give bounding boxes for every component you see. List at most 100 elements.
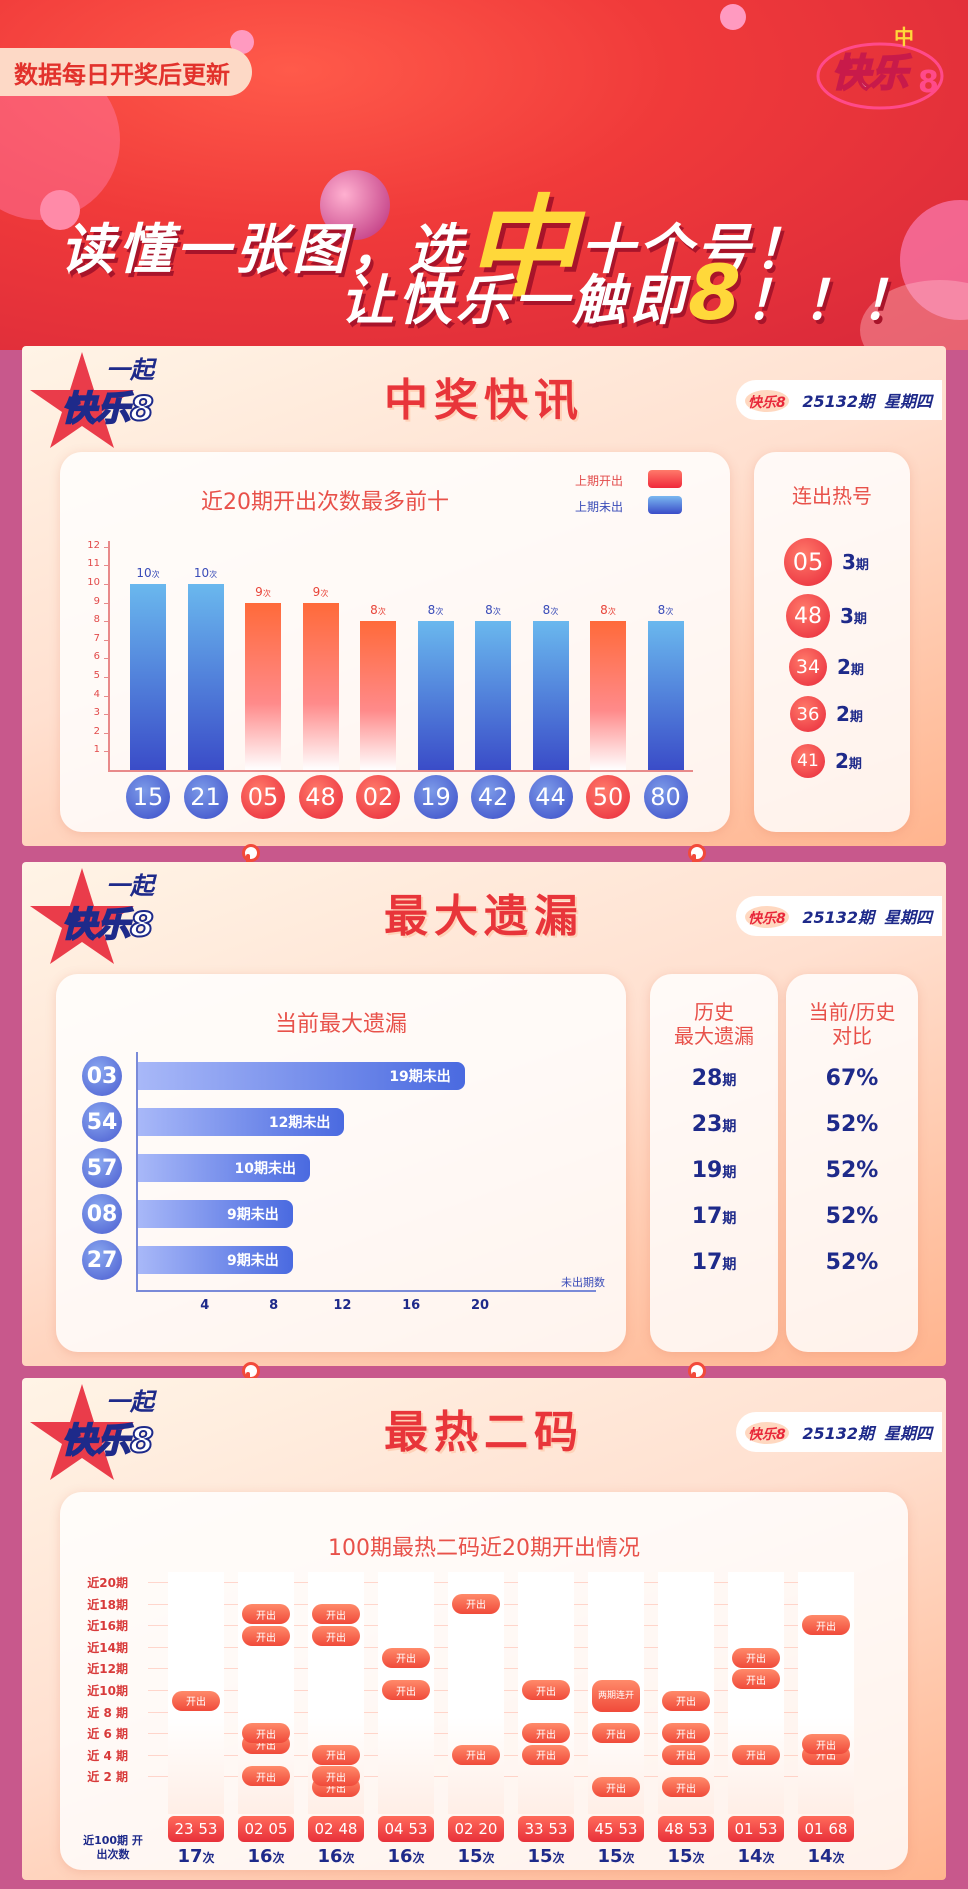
issue-tag: 快乐8 25132期 星期四 xyxy=(736,380,942,420)
number-ball: 44 xyxy=(528,775,573,819)
y-tick-label: 11 xyxy=(87,558,100,570)
y-tick xyxy=(104,732,110,734)
bar-value-label: 8次 xyxy=(427,603,444,618)
y-axis xyxy=(136,1052,138,1292)
x-tick-label: 16 xyxy=(402,1298,421,1313)
number-ball: 50 xyxy=(586,775,630,819)
y-tick-label: 12 xyxy=(87,539,100,551)
issue-period: 25132期 xyxy=(802,1424,874,1443)
y-tick xyxy=(104,565,110,567)
number-ball: 05 xyxy=(241,775,285,819)
y-tick-label: 1 xyxy=(93,744,100,756)
section-title: 中奖快讯 xyxy=(384,375,584,426)
history-value: 17期 xyxy=(691,1250,737,1275)
history-value: 28期 xyxy=(691,1066,737,1091)
pair-code: 04 53 xyxy=(378,1816,434,1842)
ratio-card: 当前/历史 对比 67% 52% 52% 52% 52% xyxy=(786,974,918,1352)
y-tick xyxy=(104,546,110,548)
hit-pill: 开出 xyxy=(452,1744,500,1765)
y-tick xyxy=(104,584,110,585)
number-ball: 08 xyxy=(82,1194,122,1234)
update-badge: 数据每日开奖后更新 xyxy=(0,48,252,96)
section-hot-pairs: 一起 快乐8 最热二码 快乐8 25132期 星期四 100期最热二码近20期开… xyxy=(22,1378,946,1880)
svg-text:一起: 一起 xyxy=(106,356,158,384)
hot-periods: 2期 xyxy=(836,702,863,726)
bar-value-label: 9次 xyxy=(312,584,329,599)
svg-text:中: 中 xyxy=(894,25,914,49)
number-ball: 03 xyxy=(82,1056,122,1096)
hit-pill: 开出 xyxy=(312,1766,360,1787)
ratio-value: 52% xyxy=(825,1250,879,1275)
foot-label: 近100期 开出次数 xyxy=(83,1834,143,1861)
hit-pill: 开出 xyxy=(802,1615,850,1636)
decor-bubble xyxy=(40,190,80,230)
row-label: 近20期 xyxy=(87,1576,128,1590)
hit-pill: 开出 xyxy=(242,1766,290,1787)
issue-weekday: 星期四 xyxy=(883,392,932,411)
bar xyxy=(187,584,224,770)
row-label: 近12期 xyxy=(87,1662,128,1677)
top10-plot: 1 2 3 4 5 6 7 8 9 10 11 12 10次 15 10次 21 9次 05 9次 48 8次 02 8次 1… xyxy=(60,452,730,832)
legend-not-label: 上期未出 xyxy=(575,500,624,514)
hit-pill: 开出 xyxy=(382,1647,430,1668)
pair-count: 17次 xyxy=(177,1846,215,1867)
row-label: 近10期 xyxy=(87,1684,128,1698)
pair-count: 16次 xyxy=(387,1846,425,1867)
number-ball: 54 xyxy=(82,1102,122,1142)
pair-code: 45 53 xyxy=(588,1816,644,1842)
svg-text:快乐8: 快乐8 xyxy=(62,1421,154,1461)
row-label: 近14期 xyxy=(87,1640,128,1655)
omission-bar: 9期未出 xyxy=(138,1246,293,1274)
hit-pill: 开出 xyxy=(172,1690,220,1711)
legend-open-swatch xyxy=(648,470,682,488)
issue-weekday: 星期四 xyxy=(883,908,932,927)
side-title: 连出热号 xyxy=(792,484,872,508)
x-tick-label: 12 xyxy=(333,1298,352,1313)
pair-count: 15次 xyxy=(597,1846,635,1867)
hit-pill: 开出 xyxy=(732,1647,780,1668)
y-tick-label: 9 xyxy=(93,595,100,607)
hero-banner: 数据每日开奖后更新 快乐 8 中 读懂一张图，选中十个号！ 让快乐一触即8！！！ xyxy=(0,0,968,350)
y-tick xyxy=(104,695,110,697)
hot-row: 05 3期 xyxy=(784,538,869,586)
y-tick-label: 4 xyxy=(93,688,100,700)
bar-value-label: 8次 xyxy=(485,603,501,618)
hot-periods: 3期 xyxy=(840,604,867,628)
x-tick-label: 8 xyxy=(269,1298,279,1313)
y-tick-label: 3 xyxy=(93,707,100,719)
omission-bar: 9期未出 xyxy=(138,1200,293,1228)
y-tick-label: 7 xyxy=(93,632,100,644)
y-tick xyxy=(104,658,110,660)
hot-row: 41 2期 xyxy=(791,744,862,778)
hot-periods: 2期 xyxy=(837,655,864,679)
y-tick xyxy=(104,621,110,623)
issue-period: 25132期 xyxy=(802,392,874,411)
section-max-omission: 一起 快乐8 最大遗漏 快乐8 25132期 星期四 当前最大遗漏 未出期数 4 8… xyxy=(22,862,946,1366)
mini-logo-icon: 快乐8 xyxy=(745,906,790,928)
hit-pill: 开出 xyxy=(522,1723,570,1744)
number-ball: 21 xyxy=(183,775,228,819)
hit-pill: 开出 xyxy=(592,1777,640,1798)
pair-column xyxy=(798,1572,854,1814)
bar-value-label: 10次 xyxy=(136,566,160,580)
bar-value-label: 8次 xyxy=(657,603,674,618)
hit-pill: 开出 xyxy=(732,1669,780,1690)
hot-ball: 05 xyxy=(784,538,832,586)
svg-text:快乐: 快乐 xyxy=(832,51,912,95)
hot-row: 36 2期 xyxy=(790,696,863,732)
pairs-chart-card: 100期最热二码近20期开出情况 近20期 近18期 近16期 近14期 近12期 近10… xyxy=(60,1492,908,1870)
ratio-value: 52% xyxy=(825,1204,879,1229)
row-label: 近18期 xyxy=(87,1597,128,1612)
hot-ball: 34 xyxy=(789,648,827,686)
svg-text:快乐8: 快乐8 xyxy=(748,394,786,411)
pair-count: 15次 xyxy=(527,1846,565,1867)
x-axis-label: 未出期数 xyxy=(561,1276,605,1289)
y-tick-label: 5 xyxy=(93,670,100,681)
consecutive-hot-card: 连出热号 05 3期 48 3期 34 2期 36 2期 41 2期 xyxy=(754,452,910,832)
omission-bar: 12期未出 xyxy=(138,1108,345,1136)
issue-tag: 快乐8 25132期 星期四 xyxy=(736,1412,942,1452)
row-label: 近 2 期 xyxy=(87,1770,128,1785)
svg-text:一起: 一起 xyxy=(106,1388,158,1416)
hit-pill: 开出 xyxy=(242,1604,290,1625)
omission-bar: 10期未出 xyxy=(138,1154,310,1182)
